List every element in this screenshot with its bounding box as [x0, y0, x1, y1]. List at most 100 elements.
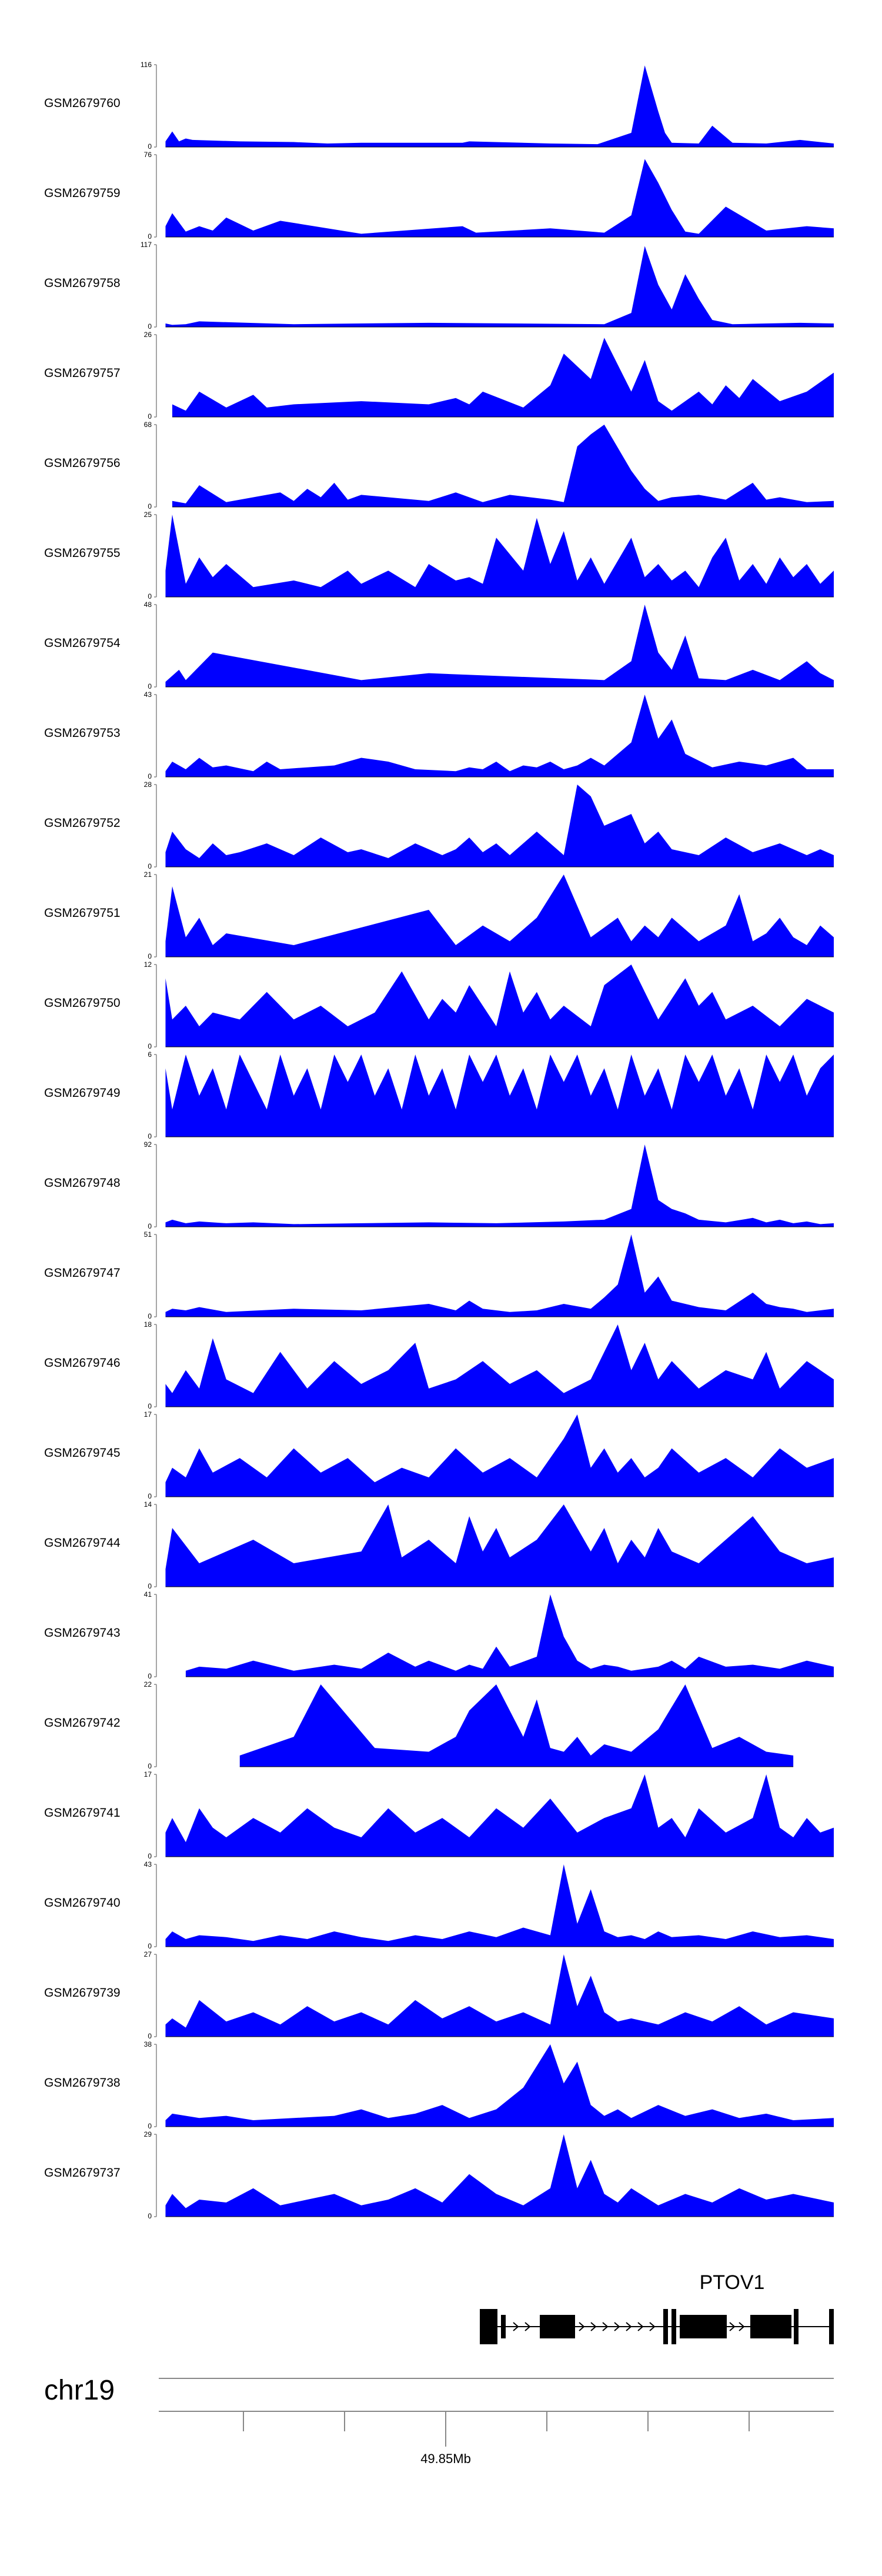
gene-exons — [480, 2309, 834, 2344]
axis-tick-label: 49.85Mb — [420, 2451, 471, 2466]
track-min-label: 0 — [148, 862, 152, 870]
exon — [680, 2315, 727, 2338]
track-name: GSM2679745 — [44, 1446, 121, 1460]
track: GSM2679757 26 0 — [44, 331, 834, 421]
chromosome-label: chr19 — [44, 2375, 115, 2406]
track-min-label: 0 — [148, 2122, 152, 2130]
track-name: GSM2679738 — [44, 2076, 121, 2090]
coverage-area — [165, 1234, 834, 1317]
coverage-area — [165, 246, 834, 327]
track-min-label: 0 — [148, 1672, 152, 1680]
track: GSM2679740 43 0 — [44, 1860, 834, 1950]
track-max-label: 27 — [144, 1950, 152, 1958]
coverage-area — [165, 2134, 834, 2217]
intron-arrow — [626, 2322, 632, 2331]
coverage-area — [165, 1864, 834, 1947]
track-name: GSM2679757 — [44, 366, 121, 380]
track: GSM2679739 27 0 — [44, 1950, 834, 2040]
intron-arrow — [513, 2322, 519, 2331]
track-min-label: 0 — [148, 2032, 152, 2040]
gene-name-label: PTOV1 — [700, 2271, 765, 2294]
track-max-label: 12 — [144, 960, 152, 969]
coverage-area — [165, 1324, 834, 1407]
track: GSM2679749 6 0 — [44, 1050, 834, 1140]
track-max-label: 17 — [144, 1410, 152, 1419]
track: GSM2679747 51 0 — [44, 1230, 834, 1320]
track-max-label: 76 — [144, 151, 152, 159]
track-min-label: 0 — [148, 142, 152, 151]
coverage-area — [165, 965, 834, 1047]
track: GSM2679758 117 0 — [44, 241, 834, 331]
track-max-label: 18 — [144, 1320, 152, 1329]
track-min-label: 0 — [148, 1942, 152, 1950]
track-name: GSM2679755 — [44, 546, 121, 560]
track-max-label: 28 — [144, 780, 152, 789]
intron-arrow — [739, 2322, 745, 2331]
coverage-area — [165, 1504, 834, 1587]
coverage-area — [165, 1954, 834, 2037]
track-min-label: 0 — [148, 1492, 152, 1500]
track-min-label: 0 — [148, 412, 152, 421]
track-name: GSM2679753 — [44, 726, 121, 740]
track: GSM2679738 38 0 — [44, 2040, 834, 2130]
exon — [480, 2309, 497, 2344]
track-min-label: 0 — [148, 592, 152, 600]
track-max-label: 26 — [144, 331, 152, 339]
track-min-label: 0 — [148, 1222, 152, 1230]
track-name: GSM2679737 — [44, 2166, 121, 2180]
track-min-label: 0 — [148, 232, 152, 241]
intron-arrow — [602, 2322, 609, 2331]
track-name: GSM2679746 — [44, 1356, 121, 1370]
track: GSM2679746 18 0 — [44, 1320, 834, 1410]
coverage-area — [165, 605, 834, 687]
track-min-label: 0 — [148, 2212, 152, 2220]
coordinate-axis: chr19 49.85Mb — [44, 2375, 834, 2466]
track: GSM2679737 29 0 — [44, 2130, 834, 2220]
track-name: GSM2679758 — [44, 276, 121, 290]
track: GSM2679742 22 0 — [44, 1680, 794, 1770]
track-name: GSM2679751 — [44, 906, 121, 920]
track-max-label: 38 — [144, 2040, 152, 2048]
track-min-label: 0 — [148, 682, 152, 690]
coverage-area — [165, 875, 834, 957]
track-min-label: 0 — [148, 1042, 152, 1050]
track-max-label: 21 — [144, 870, 152, 879]
coverage-area — [239, 1684, 794, 1767]
coverage-area — [165, 2044, 834, 2127]
track-name: GSM2679741 — [44, 1806, 121, 1820]
coverage-area — [172, 425, 834, 507]
track-max-label: 43 — [144, 690, 152, 699]
coverage-area — [185, 1594, 834, 1677]
track-min-label: 0 — [148, 1582, 152, 1590]
track-name: GSM2679742 — [44, 1716, 121, 1730]
coverage-area — [172, 338, 834, 417]
exon — [671, 2309, 676, 2344]
coverage-tracks: GSM26797601160GSM2679759760GSM2679758117… — [44, 61, 834, 2220]
track-max-label: 116 — [141, 61, 152, 69]
track-max-label: 51 — [144, 1230, 152, 1239]
exon — [663, 2309, 668, 2344]
intron-arrow — [637, 2322, 644, 2331]
gene-model: PTOV1 — [480, 2271, 834, 2344]
track-max-label: 68 — [144, 421, 152, 429]
coverage-area — [165, 1774, 834, 1857]
track-name: GSM2679747 — [44, 1266, 121, 1280]
track-max-label: 41 — [144, 1590, 152, 1599]
exon — [794, 2309, 799, 2344]
track-name: GSM2679749 — [44, 1086, 121, 1100]
track-name: GSM2679752 — [44, 816, 121, 830]
track: GSM2679759 76 0 — [44, 151, 834, 241]
track: GSM2679744 14 0 — [44, 1500, 834, 1590]
coverage-area — [165, 1144, 834, 1227]
intron-arrow — [579, 2322, 585, 2331]
track-min-label: 0 — [148, 1132, 152, 1140]
exon — [501, 2315, 506, 2338]
track-min-label: 0 — [148, 502, 152, 510]
track-name: GSM2679748 — [44, 1176, 121, 1190]
track-min-label: 0 — [148, 322, 152, 331]
track-min-label: 0 — [148, 1402, 152, 1410]
track-min-label: 0 — [148, 772, 152, 780]
exon — [540, 2315, 575, 2338]
axis-ticks — [243, 2411, 750, 2447]
